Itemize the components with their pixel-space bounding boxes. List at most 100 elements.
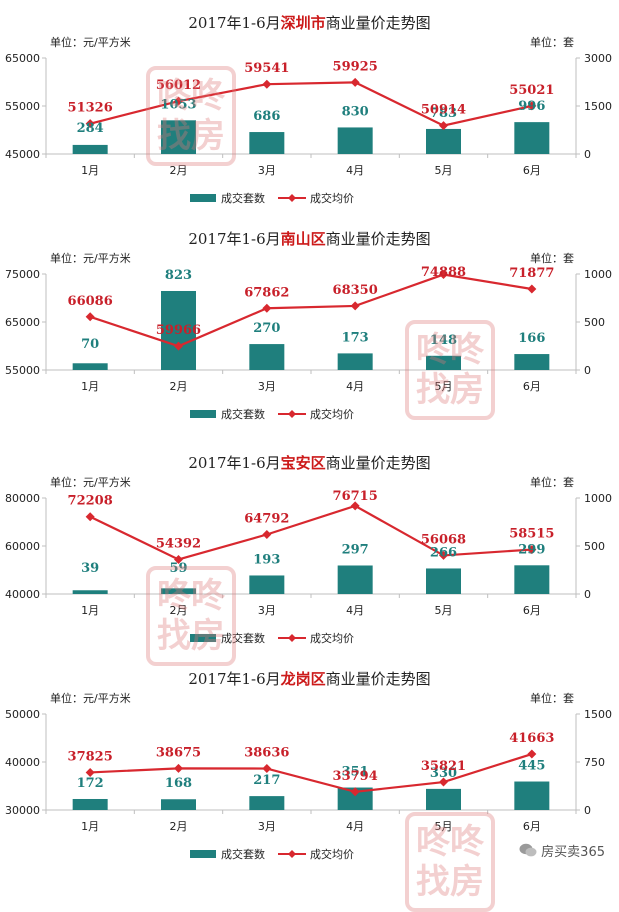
bar-value-label: 59: [169, 561, 187, 576]
left-tick-label: 60000: [5, 540, 40, 553]
bar: [72, 363, 108, 370]
price-value-label: 38675: [156, 745, 201, 760]
bar-value-label: 330: [430, 766, 457, 781]
legend-bar-label: 成交套数: [221, 631, 265, 645]
legend-line-marker: [288, 410, 296, 418]
price-point: [350, 501, 360, 511]
right-axis-unit: 单位：套: [530, 35, 574, 49]
x-tick-label: 5月: [435, 380, 453, 393]
legend-bar-swatch: [190, 194, 216, 202]
x-tick-label: 1月: [81, 164, 99, 177]
x-tick-label: 3月: [258, 820, 276, 833]
price-value-label: 41663: [509, 731, 554, 746]
price-line: [89, 273, 533, 348]
bar-value-label: 217: [253, 773, 280, 788]
bar: [514, 781, 550, 810]
chart-title: 2017年1-6月龙岗区商业量价走势图: [188, 670, 430, 688]
right-tick-label: 1000: [584, 492, 612, 505]
right-axis-unit: 单位：套: [530, 251, 574, 265]
legend-line-label: 成交均价: [310, 631, 354, 645]
right-tick-label: 750: [584, 756, 605, 769]
price-point: [527, 101, 537, 111]
footer-brand-text: 房买卖365: [541, 845, 605, 860]
price-value-label: 64792: [244, 511, 289, 526]
left-tick-label: 65000: [5, 316, 40, 329]
bar: [161, 290, 196, 370]
legend-bar-label: 成交套数: [221, 847, 265, 861]
x-tick-label: 6月: [523, 820, 541, 833]
price-value-label: 33794: [333, 769, 378, 784]
price-line: [90, 752, 533, 793]
left-tick-label: 65000: [5, 52, 40, 65]
bar-value-label: 297: [342, 542, 369, 557]
chart-title-suffix: 商业量价走势图: [326, 14, 431, 32]
legend-line-label: 成交均价: [310, 847, 354, 861]
price-point: [262, 529, 272, 539]
bar-value-label: 168: [165, 776, 192, 791]
legend-bar-swatch: [190, 850, 216, 858]
price-point: [262, 79, 272, 89]
watermark-line2: 找房: [416, 862, 484, 902]
price-value-label: 59925: [333, 59, 378, 74]
bar-value-label: 148: [430, 333, 457, 348]
footer-brand: 房买卖365: [519, 841, 605, 860]
bar: [337, 787, 373, 810]
chart-title-district: 龙岗区: [280, 670, 326, 688]
price-value-label: 68350: [333, 283, 378, 298]
bar-value-label: 445: [518, 759, 545, 774]
bar-value-label: 270: [253, 321, 280, 336]
price-value-label: 56012: [156, 78, 201, 93]
bar: [249, 132, 285, 154]
price-point: [174, 341, 183, 351]
right-axis-unit: 单位：套: [530, 691, 574, 705]
bar-value-label: 823: [165, 268, 192, 283]
chart-title-prefix: 2017年1-6月: [188, 230, 280, 248]
price-point: [527, 749, 537, 759]
bar: [426, 355, 461, 370]
chart-title-district: 南山区: [281, 230, 326, 248]
left-axis-unit: 单位：元/平方米: [50, 475, 131, 489]
x-tick-label: 4月: [346, 164, 364, 177]
x-tick-label: 5月: [435, 820, 453, 833]
price-point: [85, 767, 95, 777]
legend-bar-label: 成交套数: [221, 407, 265, 421]
x-tick-label: 6月: [523, 380, 541, 393]
bar-value-label: 70: [81, 337, 99, 352]
price-value-label: 38636: [244, 746, 289, 761]
price-point: [85, 312, 95, 322]
legend-line-marker: [288, 850, 296, 858]
x-tick-label: 5月: [435, 604, 453, 617]
price-point: [174, 763, 183, 773]
chart-title-prefix: 2017年1-6月: [188, 14, 280, 32]
bar-value-label: 266: [430, 545, 457, 560]
legend-line-label: 成交均价: [310, 191, 354, 205]
price-point: [174, 96, 183, 106]
x-tick-label: 5月: [435, 164, 453, 177]
price-point: [527, 545, 537, 555]
price-value-label: 67862: [244, 285, 289, 300]
x-tick-label: 6月: [523, 604, 541, 617]
bar: [337, 565, 373, 594]
legend-line-marker: [288, 634, 296, 642]
left-tick-label: 50000: [5, 708, 40, 721]
left-tick-label: 75000: [5, 268, 40, 281]
chart-title-district: 深圳市: [281, 14, 326, 32]
right-tick-label: 1500: [584, 100, 612, 113]
price-value-label: 71877: [509, 266, 554, 281]
bar-value-label: 783: [430, 106, 457, 121]
price-value-label: 35821: [421, 759, 466, 774]
price-value-label: 50914: [421, 103, 466, 118]
left-tick-label: 55000: [5, 364, 40, 377]
price-point: [439, 270, 448, 280]
right-tick-label: 0: [584, 148, 591, 161]
price-value-label: 72208: [68, 494, 113, 509]
price-point: [85, 119, 95, 129]
price-value-label: 56068: [421, 532, 466, 547]
x-tick-label: 2月: [170, 164, 188, 177]
chart-title: 2017年1-6月南山区商业量价走势图: [188, 230, 430, 248]
bar: [249, 344, 285, 370]
bar-value-label: 351: [342, 765, 369, 780]
right-tick-label: 0: [584, 804, 591, 817]
